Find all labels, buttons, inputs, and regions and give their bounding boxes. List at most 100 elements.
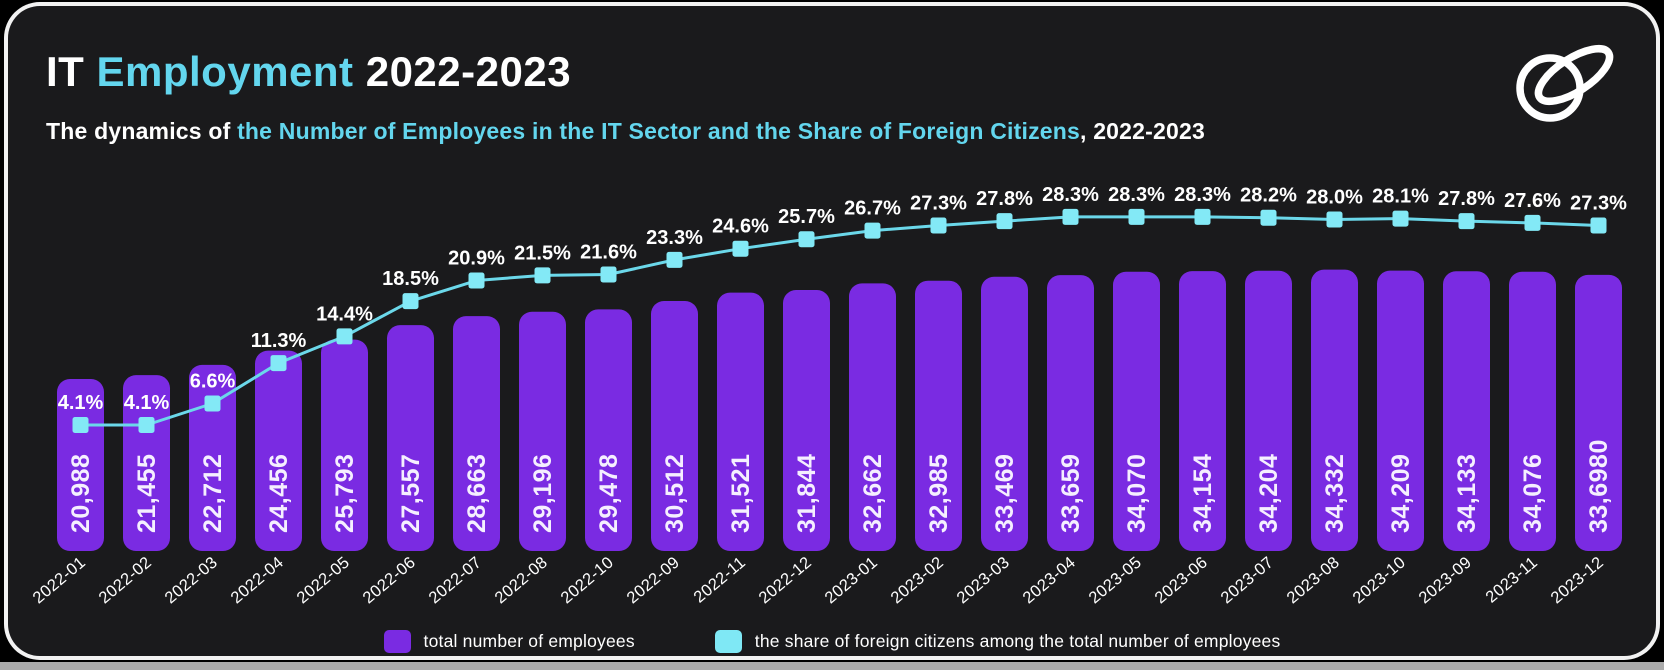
page-subtitle: The dynamics of the Number of Employees … xyxy=(46,118,1205,145)
x-axis-label-2023-10: 2023-10 xyxy=(1350,553,1410,607)
x-axis-label-2023-02: 2023-02 xyxy=(888,553,948,607)
share-percent-label-2023-05: 28.3% xyxy=(1108,184,1165,206)
share-marker-2023-12 xyxy=(1590,217,1607,234)
share-percent-label-2023-03: 27.8% xyxy=(976,188,1033,210)
bar-2023-07 xyxy=(1245,270,1292,551)
bar-2023-01 xyxy=(849,283,896,551)
share-marker-2023-01 xyxy=(864,222,881,239)
bar-value-label-2022-07: 28,663 xyxy=(463,454,491,533)
share-marker-2023-02 xyxy=(930,217,947,234)
share-percent-label-2022-12: 25.7% xyxy=(778,206,835,228)
subtitle-highlight: the Number of Employees in the IT Sector… xyxy=(237,118,1081,144)
bar-2023-08 xyxy=(1311,269,1358,551)
share-percent-label-2023-08: 28.0% xyxy=(1306,186,1363,208)
bar-2023-11 xyxy=(1509,271,1556,551)
share-marker-2022-01 xyxy=(72,417,89,433)
legend-label-foreign-share: the share of foreign citizens among the … xyxy=(754,631,1281,651)
share-marker-2022-09 xyxy=(666,251,683,268)
x-axis-label-2023-11: 2023-11 xyxy=(1482,553,1541,606)
share-percent-labels-group: 4.1% 4.1% 6.6% 11.3% 14.4% 18.5% 20.9% 21.5% 21.… xyxy=(58,184,1627,414)
chart-legend: total number of employees the share of f… xyxy=(8,630,1656,653)
share-marker-2023-10 xyxy=(1392,210,1409,227)
bar-value-label-2022-08: 29,196 xyxy=(529,454,557,533)
subtitle-prefix: The dynamics of xyxy=(46,118,238,144)
bar-value-label-2023-05: 34,070 xyxy=(1123,454,1151,533)
bar-value-label-2022-10: 29,478 xyxy=(595,454,623,533)
share-line xyxy=(79,215,1600,427)
x-axis-label-2022-05: 2022-05 xyxy=(294,553,354,607)
share-percent-label-2022-01: 4.1% xyxy=(58,392,104,414)
bar-2023-04 xyxy=(1047,275,1094,551)
x-axis-label-2022-08: 2022-08 xyxy=(492,553,552,607)
x-axis-label-2023-04: 2023-04 xyxy=(1020,553,1080,607)
x-axis-label-2023-06: 2023-06 xyxy=(1152,553,1212,607)
share-percent-label-2023-01: 26.7% xyxy=(844,198,901,220)
share-marker-2022-07 xyxy=(468,272,485,289)
bottom-strip xyxy=(0,662,1664,670)
share-percent-label-2022-08: 21.5% xyxy=(514,242,571,264)
legend-item-employees: total number of employees xyxy=(383,630,635,653)
x-axis-label-2023-01: 2023-01 xyxy=(822,553,882,607)
share-percent-label-2023-07: 28.2% xyxy=(1240,185,1297,207)
share-marker-2023-04 xyxy=(1062,208,1079,225)
share-marker-2022-10 xyxy=(600,266,617,283)
bar-2023-10 xyxy=(1377,270,1424,551)
share-marker-2023-06 xyxy=(1194,208,1211,225)
share-percent-label-2023-02: 27.3% xyxy=(910,192,967,214)
subtitle-suffix: , 2022-2023 xyxy=(1080,118,1205,144)
x-axis-label-2023-05: 2023-05 xyxy=(1086,553,1146,607)
bar-2022-03 xyxy=(189,364,236,551)
bar-2023-02 xyxy=(915,280,962,551)
share-percent-label-2022-07: 20.9% xyxy=(448,248,505,270)
share-percent-label-2023-10: 28.1% xyxy=(1372,186,1429,208)
bar-value-label-2023-01: 32,662 xyxy=(859,454,887,533)
bar-2023-12 xyxy=(1575,274,1622,551)
bar-value-label-2023-08: 34,332 xyxy=(1321,454,1349,533)
bar-2022-11 xyxy=(717,292,764,551)
share-marker-2022-12 xyxy=(798,231,815,248)
share-marker-2023-09 xyxy=(1458,213,1475,230)
employment-combo-chart: 20,988 21,455 22,712 24,456 25,793 27,557 28,6… xyxy=(30,184,1628,607)
bar-value-label-2022-03: 22,712 xyxy=(199,454,227,533)
bar-2022-05 xyxy=(321,339,368,551)
share-marker-2023-07 xyxy=(1260,209,1277,226)
share-marker-2022-06 xyxy=(402,293,419,310)
x-axis-label-2022-12: 2022-12 xyxy=(756,553,816,607)
x-axis-label-2022-03: 2022-03 xyxy=(162,553,222,607)
share-marker-2023-08 xyxy=(1326,211,1343,228)
title-suffix: 2022-2023 xyxy=(353,48,572,95)
share-marker-2022-04 xyxy=(270,355,287,372)
bar-value-label-2022-01: 20,988 xyxy=(67,454,95,533)
bar-value-label-2023-10: 34,209 xyxy=(1387,454,1415,533)
x-axis-label-2022-10: 2022-10 xyxy=(558,553,618,607)
chart-card: IT Employment 2022-2023 The dynamics of … xyxy=(8,6,1656,656)
bar-2023-09 xyxy=(1443,271,1490,551)
x-axis-label-2022-04: 2022-04 xyxy=(228,553,288,607)
legend-item-foreign-share: the share of foreign citizens among the … xyxy=(714,630,1281,653)
share-percent-label-2023-12: 27.3% xyxy=(1570,192,1627,214)
bar-2022-02 xyxy=(123,375,170,551)
bar-value-label-2022-11: 31,521 xyxy=(727,454,755,533)
bar-2022-07 xyxy=(453,316,500,551)
bar-2023-05 xyxy=(1113,271,1160,551)
bar-2023-03 xyxy=(981,276,1028,551)
bar-value-label-2023-07: 34,204 xyxy=(1255,454,1283,533)
share-percent-label-2023-09: 27.8% xyxy=(1438,188,1495,210)
share-marker-2023-03 xyxy=(996,213,1013,230)
x-axis-label-2022-01: 2022-01 xyxy=(30,553,90,607)
orbit-circle-logo-icon xyxy=(1516,44,1614,122)
bar-2022-04 xyxy=(255,350,302,551)
title-prefix: IT xyxy=(46,48,97,95)
legend-swatch-bar-icon xyxy=(383,630,411,653)
bar-value-label-2023-12: 33,6980 xyxy=(1585,439,1613,533)
share-percent-label-2022-09: 23.3% xyxy=(646,227,703,249)
bar-value-label-2022-06: 27,557 xyxy=(397,454,425,533)
bar-value-label-2023-09: 34,133 xyxy=(1453,454,1481,533)
share-percent-label-2022-02: 4.1% xyxy=(124,392,170,414)
x-axis-labels-group: 2022-01 2022-02 2022-03 2022-04 2022-05 2022-… xyxy=(30,553,1608,607)
x-axis-label-2022-07: 2022-07 xyxy=(426,553,486,607)
x-axis-label-2023-12: 2023-12 xyxy=(1548,553,1608,607)
x-axis-label-2023-09: 2023-09 xyxy=(1416,553,1476,607)
bar-value-label-2022-04: 24,456 xyxy=(265,454,293,533)
